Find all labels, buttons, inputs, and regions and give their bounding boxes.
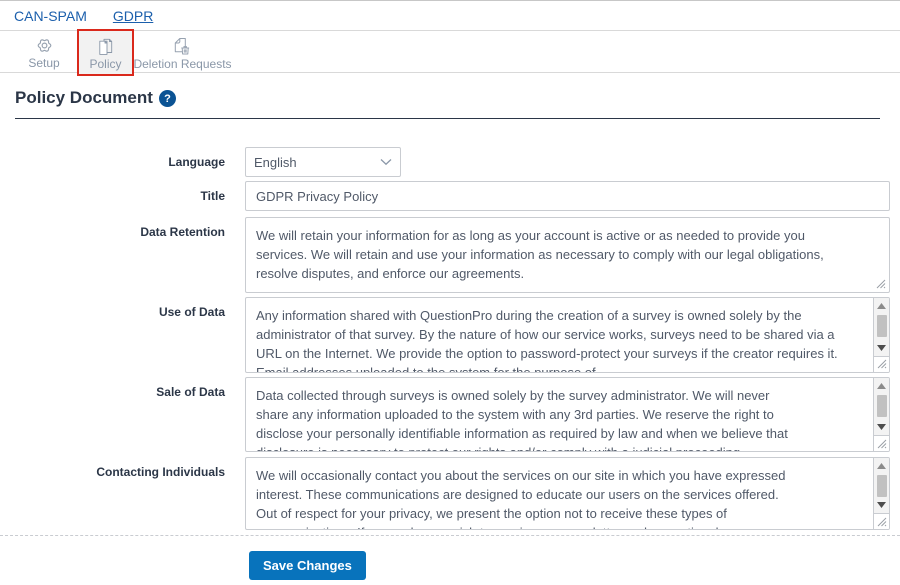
- svg-text:?: ?: [164, 93, 171, 105]
